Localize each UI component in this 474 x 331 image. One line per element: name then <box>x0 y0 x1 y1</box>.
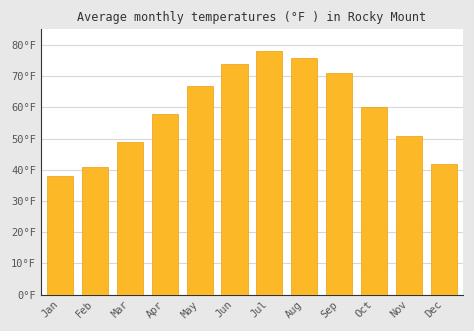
Bar <box>221 64 247 295</box>
Bar <box>291 58 317 295</box>
Bar <box>326 73 352 295</box>
Bar <box>431 164 457 295</box>
Bar <box>396 136 422 295</box>
Bar <box>152 114 178 295</box>
Title: Average monthly temperatures (°F ) in Rocky Mount: Average monthly temperatures (°F ) in Ro… <box>77 11 427 24</box>
Bar <box>361 108 387 295</box>
Bar <box>117 142 143 295</box>
Bar <box>47 176 73 295</box>
Bar <box>187 86 213 295</box>
Bar <box>256 51 283 295</box>
Bar <box>82 167 108 295</box>
